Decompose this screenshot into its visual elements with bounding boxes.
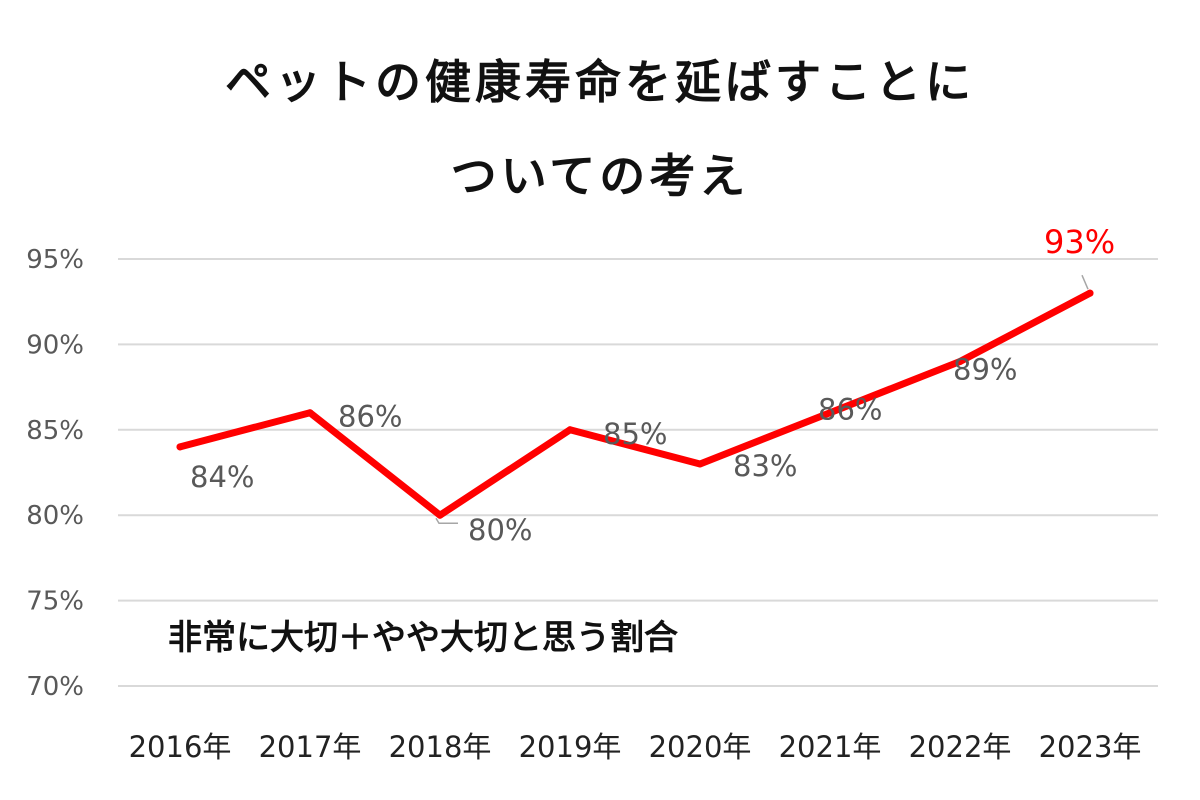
data-point: [306, 409, 314, 417]
data-point: [176, 443, 184, 451]
y-tick-label: 85%: [26, 416, 84, 446]
data-label: 89%: [953, 352, 1017, 386]
leader-line: [435, 517, 458, 524]
series-line: [176, 289, 1094, 519]
data-point: [956, 357, 964, 365]
y-tick-label: 80%: [26, 501, 84, 531]
data-point: [696, 460, 704, 468]
chart-annotation: 非常に大切＋やや大切と思う割合: [168, 618, 678, 658]
x-tick-label: 2022年: [909, 730, 1012, 764]
y-axis-ticks: 70% 75% 80% 85% 90% 95%: [26, 245, 84, 702]
leader-line: [1081, 274, 1089, 290]
x-tick-label: 2019年: [519, 730, 622, 764]
data-labels: 84% 86% 80% 85% 83% 86% 89% 93%: [190, 223, 1115, 547]
data-label: 93%: [1044, 223, 1115, 261]
data-label: 80%: [468, 513, 532, 547]
y-tick-label: 95%: [26, 245, 84, 275]
x-tick-label: 2020年: [649, 730, 752, 764]
data-point: [566, 426, 574, 434]
x-tick-label: 2018年: [389, 730, 492, 764]
x-tick-label: 2016年: [129, 730, 232, 764]
label-leader-lines: [435, 274, 1089, 524]
data-point: [436, 511, 444, 519]
data-label: 85%: [603, 417, 667, 451]
data-label: 86%: [818, 393, 882, 427]
data-label: 84%: [190, 460, 254, 494]
x-tick-label: 2021年: [779, 730, 882, 764]
x-axis-ticks: 2016年 2017年 2018年 2019年 2020年 2021年 2022年 2023年: [129, 730, 1142, 764]
chart-title-line-2: ついての考え: [450, 149, 750, 203]
data-label: 86%: [338, 400, 402, 434]
y-tick-label: 75%: [26, 587, 84, 617]
y-tick-label: 70%: [26, 672, 84, 702]
chart-title-line-1: ペットの健康寿命を延ばすことに: [225, 55, 975, 109]
data-point: [1086, 289, 1094, 297]
x-tick-label: 2023年: [1039, 730, 1142, 764]
x-tick-label: 2017年: [259, 730, 362, 764]
data-point: [826, 409, 834, 417]
gridlines: [118, 258, 1158, 687]
y-tick-label: 90%: [26, 330, 84, 360]
series-line-group: [176, 289, 1094, 519]
data-label: 83%: [733, 449, 797, 483]
